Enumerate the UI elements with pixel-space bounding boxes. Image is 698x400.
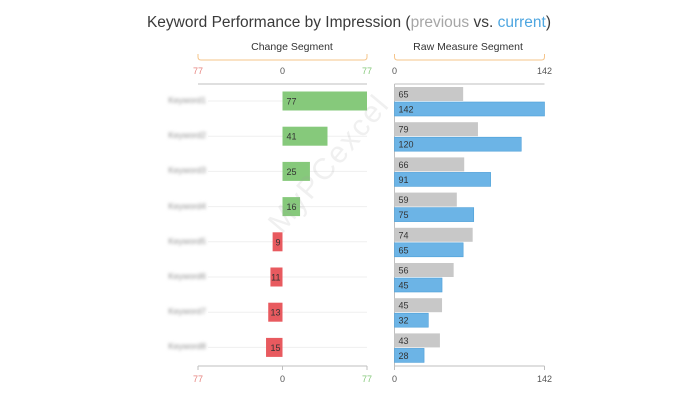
category-label: Keyword7 bbox=[168, 306, 206, 317]
change-bar bbox=[282, 126, 328, 146]
raw-segment-title: Raw Measure Segment bbox=[413, 41, 523, 53]
previous-data-label: 56 bbox=[399, 266, 409, 276]
change-data-label: 16 bbox=[287, 202, 297, 212]
category-label: Keyword8 bbox=[168, 341, 206, 352]
current-bar bbox=[394, 348, 425, 363]
current-data-label: 28 bbox=[399, 351, 409, 361]
change-data-label: 9 bbox=[275, 237, 280, 247]
change-bar bbox=[282, 197, 301, 217]
raw-segment-bracket bbox=[394, 54, 545, 61]
previous-bar bbox=[394, 122, 478, 137]
change-bar bbox=[268, 302, 283, 322]
current-bar bbox=[394, 277, 443, 293]
raw-tick-label-bottom: 0 bbox=[392, 374, 397, 384]
title-prefix: Keyword Performance by Impression ( bbox=[146, 14, 411, 31]
previous-data-label: 45 bbox=[399, 301, 409, 311]
previous-data-label: 66 bbox=[399, 160, 409, 170]
category-label: Keyword6 bbox=[168, 271, 206, 281]
change-bar bbox=[270, 267, 283, 287]
change-bar bbox=[282, 91, 367, 111]
change-tick-label-bottom: 77 bbox=[362, 374, 372, 384]
title-current: current bbox=[497, 14, 546, 31]
change-tick-label-bottom: 77 bbox=[193, 374, 203, 384]
previous-bar bbox=[394, 87, 464, 101]
change-segment-title: Change Segment bbox=[251, 41, 333, 53]
change-tick-label-top: 77 bbox=[362, 66, 372, 76]
current-data-label: 142 bbox=[399, 105, 414, 115]
previous-data-label: 43 bbox=[399, 336, 409, 346]
previous-bar bbox=[394, 227, 473, 242]
previous-bar bbox=[394, 333, 440, 348]
previous-bar bbox=[394, 157, 465, 172]
current-bar bbox=[394, 207, 475, 222]
previous-data-label: 79 bbox=[399, 125, 409, 135]
previous-bar bbox=[394, 298, 443, 313]
change-bar bbox=[272, 232, 283, 252]
raw-tick-label-top: 142 bbox=[537, 66, 552, 76]
category-label: Keyword2 bbox=[168, 130, 206, 141]
current-data-label: 120 bbox=[399, 140, 414, 150]
current-data-label: 32 bbox=[399, 316, 409, 326]
chart-title: Keyword Performance by Impression (previ… bbox=[0, 14, 698, 32]
previous-data-label: 74 bbox=[399, 230, 409, 240]
current-data-label: 65 bbox=[399, 245, 409, 255]
current-bar bbox=[394, 172, 491, 187]
change-tick-label-top: 0 bbox=[280, 66, 285, 76]
change-tick-label-top: 77 bbox=[193, 66, 203, 76]
previous-data-label: 59 bbox=[399, 195, 409, 205]
change-data-label: 77 bbox=[287, 97, 297, 107]
category-label: Keyword5 bbox=[168, 235, 206, 246]
category-label: Keyword3 bbox=[168, 165, 206, 176]
current-bar bbox=[394, 312, 429, 328]
current-bar bbox=[394, 101, 545, 117]
change-data-label: 25 bbox=[287, 167, 297, 177]
current-data-label: 91 bbox=[399, 175, 409, 185]
change-segment-bracket bbox=[197, 54, 368, 61]
raw-tick-label-top: 0 bbox=[392, 66, 397, 76]
change-bar bbox=[282, 161, 310, 181]
current-data-label: 75 bbox=[399, 210, 409, 220]
current-bar bbox=[394, 242, 464, 258]
category-label: Keyword1 bbox=[168, 95, 206, 105]
change-data-label: 15 bbox=[270, 343, 280, 353]
change-bar bbox=[266, 337, 283, 357]
previous-bar bbox=[394, 263, 454, 277]
previous-data-label: 65 bbox=[399, 90, 409, 100]
change-data-label: 13 bbox=[270, 308, 280, 318]
previous-bar bbox=[394, 192, 457, 207]
current-bar bbox=[394, 136, 522, 152]
category-label: Keyword4 bbox=[168, 200, 206, 211]
current-data-label: 45 bbox=[399, 281, 409, 291]
title-previous: previous bbox=[410, 14, 470, 31]
raw-tick-label-bottom: 142 bbox=[537, 374, 552, 384]
change-data-label: 11 bbox=[271, 273, 280, 283]
change-tick-label-bottom: 0 bbox=[280, 374, 285, 384]
title-middle: vs. bbox=[469, 14, 498, 31]
title-suffix: ) bbox=[545, 14, 552, 31]
change-data-label: 41 bbox=[287, 132, 297, 142]
